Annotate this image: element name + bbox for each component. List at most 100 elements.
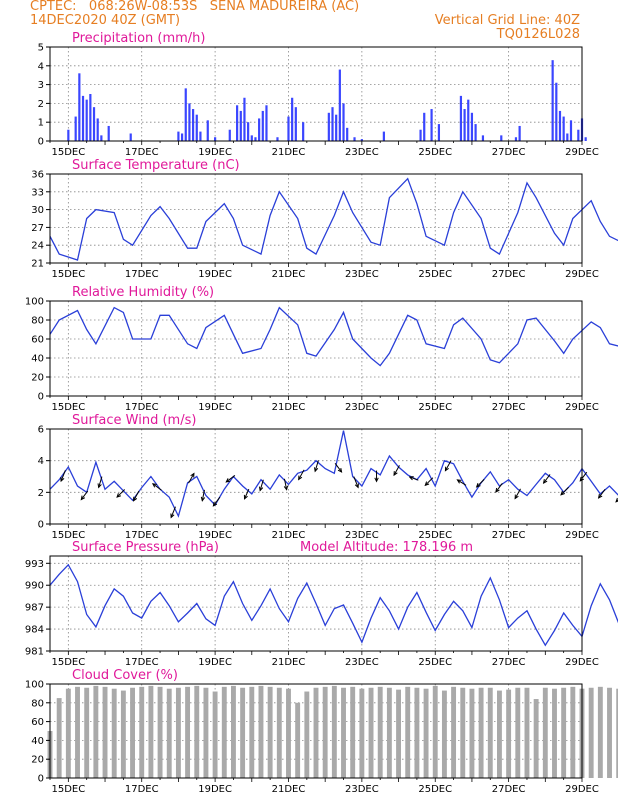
- panel-3-xtick-label: 19DEC: [198, 402, 232, 413]
- panel-6-bar: [120, 690, 126, 778]
- panel-4-wind-arrowhead: [514, 494, 519, 500]
- panel-3-xtick-label: 21DEC: [272, 402, 306, 413]
- panel-1-ytick-label: 3: [38, 80, 44, 91]
- panel-1-bar: [584, 137, 587, 141]
- panel-2-xtick-label: 17DEC: [125, 269, 159, 280]
- panel-4-wind-arrow: [80, 490, 89, 500]
- panel-6-bar: [515, 687, 521, 778]
- panel-1-xtick-label: 29DEC: [565, 147, 599, 158]
- panel-3-xtick-label: 15DEC: [51, 402, 85, 413]
- panel-6-bar: [148, 685, 154, 778]
- panel-4-xtick-label: 21DEC: [272, 530, 306, 541]
- panel-1-bar: [353, 137, 356, 141]
- panel-6-bar: [203, 687, 209, 778]
- panel-1-title: Precipitation (mm/h): [72, 31, 205, 46]
- panel-4-wind-arrowhead: [298, 475, 303, 481]
- panel-1-bar: [335, 114, 338, 141]
- panel-6-xtick-label: 23DEC: [345, 784, 379, 795]
- panel-4-wind-arrow: [393, 465, 400, 476]
- panel-2-xtick-label: 29DEC: [565, 269, 599, 280]
- panel-6-bar: [331, 685, 337, 778]
- panel-5-xtick-label: 17DEC: [125, 657, 159, 668]
- panel-1-bar: [569, 120, 573, 141]
- panel-1-ytick-label: 5: [38, 43, 44, 54]
- panel-6-bar: [597, 686, 603, 778]
- panel-4-wind-arrow: [514, 488, 521, 499]
- panel-4-wind-arrowhead: [212, 501, 218, 507]
- panel-1-bar: [129, 133, 132, 141]
- panel-1-bar: [459, 95, 463, 141]
- panel-6-bar: [460, 687, 466, 778]
- panel-4-wind-arrow: [225, 475, 236, 483]
- panel-1-xtick-label: 27DEC: [492, 147, 526, 158]
- panel-4-wind-arrow: [444, 460, 452, 471]
- panel-6-bar: [84, 687, 90, 778]
- panel-1-bar: [261, 110, 264, 141]
- panel-6-bar: [552, 688, 557, 778]
- panel-4-wind-arrowhead: [408, 476, 414, 481]
- panel-6-xtick-label: 17DEC: [125, 784, 159, 795]
- panel-5-ytick-label: 984: [25, 625, 44, 636]
- panel-1-xtick-label: 25DEC: [418, 147, 452, 158]
- panel-4-xtick-label: 17DEC: [125, 530, 159, 541]
- panel-4-wind-arrowhead: [393, 471, 398, 477]
- panel-1-bar: [437, 124, 441, 141]
- panel-4-wind-arrow: [598, 489, 606, 499]
- panel-6-bar: [588, 687, 594, 778]
- panel-4-wind-arrow: [409, 476, 419, 481]
- panel-6-xtick-label: 25DEC: [418, 784, 452, 795]
- panel-1-bar: [338, 69, 341, 141]
- panel-4-xtick-label: 23DEC: [345, 530, 379, 541]
- panel-1-bar: [74, 116, 77, 141]
- panel-1-bar: [254, 137, 257, 141]
- panel-1-bar: [206, 120, 209, 141]
- panel-1-bar: [481, 135, 485, 141]
- panel-4-wind-arrow: [314, 460, 319, 472]
- panel-6-bar: [423, 688, 429, 778]
- panel-6-bar: [616, 688, 618, 778]
- panel-4-wind-arrowhead: [456, 479, 462, 484]
- panel-1-bar: [100, 135, 103, 141]
- panel-6-bar: [258, 685, 264, 778]
- panel-1-bar: [247, 122, 250, 141]
- panel-6-ytick-label: 80: [31, 698, 44, 709]
- panel-6-bar: [322, 686, 328, 778]
- panel-6-xtick-label: 19DEC: [198, 784, 232, 795]
- panel-6-bar: [175, 687, 181, 778]
- panel-1-bar: [92, 107, 96, 141]
- panel-6-bar: [212, 691, 218, 778]
- panel-4-wind-arrow: [353, 476, 359, 488]
- panel-1-xtick-label: 19DEC: [198, 147, 232, 158]
- panel-3-title: Relative Humidity (%): [72, 285, 214, 300]
- panel-6-bar: [111, 688, 117, 778]
- panel-1-bar: [96, 118, 99, 141]
- panel-6-ytick-label: 40: [31, 736, 44, 747]
- panel-6-bar: [478, 687, 484, 778]
- panel-5-xtick-label: 29DEC: [565, 657, 599, 668]
- panel-5-xtick-label: 27DEC: [492, 657, 526, 668]
- panel-3-xtick-label: 23DEC: [345, 402, 379, 413]
- panel-4-wind-arrowhead: [314, 467, 319, 473]
- panel-1-bar: [294, 107, 297, 141]
- panel-1-xtick-label: 23DEC: [345, 147, 379, 158]
- panel-3-xtick-label: 17DEC: [125, 402, 159, 413]
- panel-6-bar: [396, 689, 402, 778]
- panel-4-wind-arrowhead: [337, 467, 343, 473]
- panel-1-ytick-label: 1: [38, 118, 44, 129]
- panel-6-bar: [93, 685, 99, 778]
- panel-6-bar: [276, 687, 282, 778]
- panel-6-bar: [286, 688, 291, 778]
- panel-6-frame: [49, 683, 583, 779]
- panel-4-wind-arrow: [334, 463, 342, 473]
- panel-1-bar: [467, 99, 470, 141]
- panel-1-bar: [500, 135, 503, 141]
- panel-6-ytick-label: 0: [38, 774, 44, 785]
- panel-1-ytick-label: 4: [38, 61, 44, 72]
- panel-1-bar: [430, 109, 433, 141]
- panel-4-wind-arrowhead: [151, 483, 157, 488]
- panel-2-xtick-label: 27DEC: [492, 269, 526, 280]
- panel-1-bar: [214, 137, 217, 141]
- panel-6-ytick-label: 100: [25, 680, 44, 691]
- panel-4-wind-arrow: [201, 489, 205, 501]
- panel-1-bar: [419, 129, 422, 141]
